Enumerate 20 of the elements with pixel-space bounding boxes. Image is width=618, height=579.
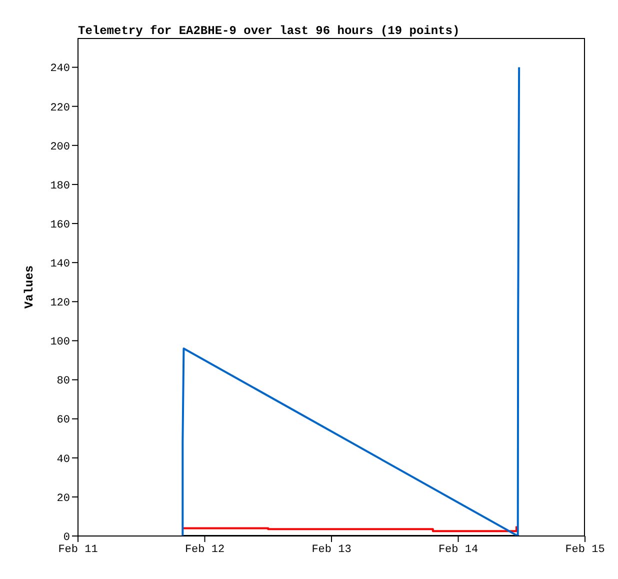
x-tick-label: Feb 12 [184,544,225,556]
x-tick-label: Feb 14 [438,544,478,556]
y-tick-label: 120 [50,298,70,310]
x-tick-label: Feb 15 [565,544,605,556]
y-axis-title: Values [22,265,36,309]
y-tick-label: 40 [56,454,70,466]
y-tick-label: 180 [50,180,70,192]
y-tick-label: 20 [56,492,70,505]
y-tick-label: 160 [50,219,70,232]
y-tick-label: 80 [56,376,70,388]
y-tick-label: 140 [50,258,70,270]
y-tick-label: 60 [56,414,70,427]
chart-title: Telemetry for EA2BHE-9 over last 96 hours (19 points) [78,24,460,38]
y-tick-label: 100 [50,336,70,349]
y-tick-label: 220 [50,102,70,114]
y-tick-label: 0 [63,532,70,544]
x-tick-label: Feb 13 [312,544,352,556]
x-tick-label: Feb 11 [58,544,98,556]
y-tick-label: 240 [50,63,70,76]
y-tick-label: 200 [50,141,70,154]
